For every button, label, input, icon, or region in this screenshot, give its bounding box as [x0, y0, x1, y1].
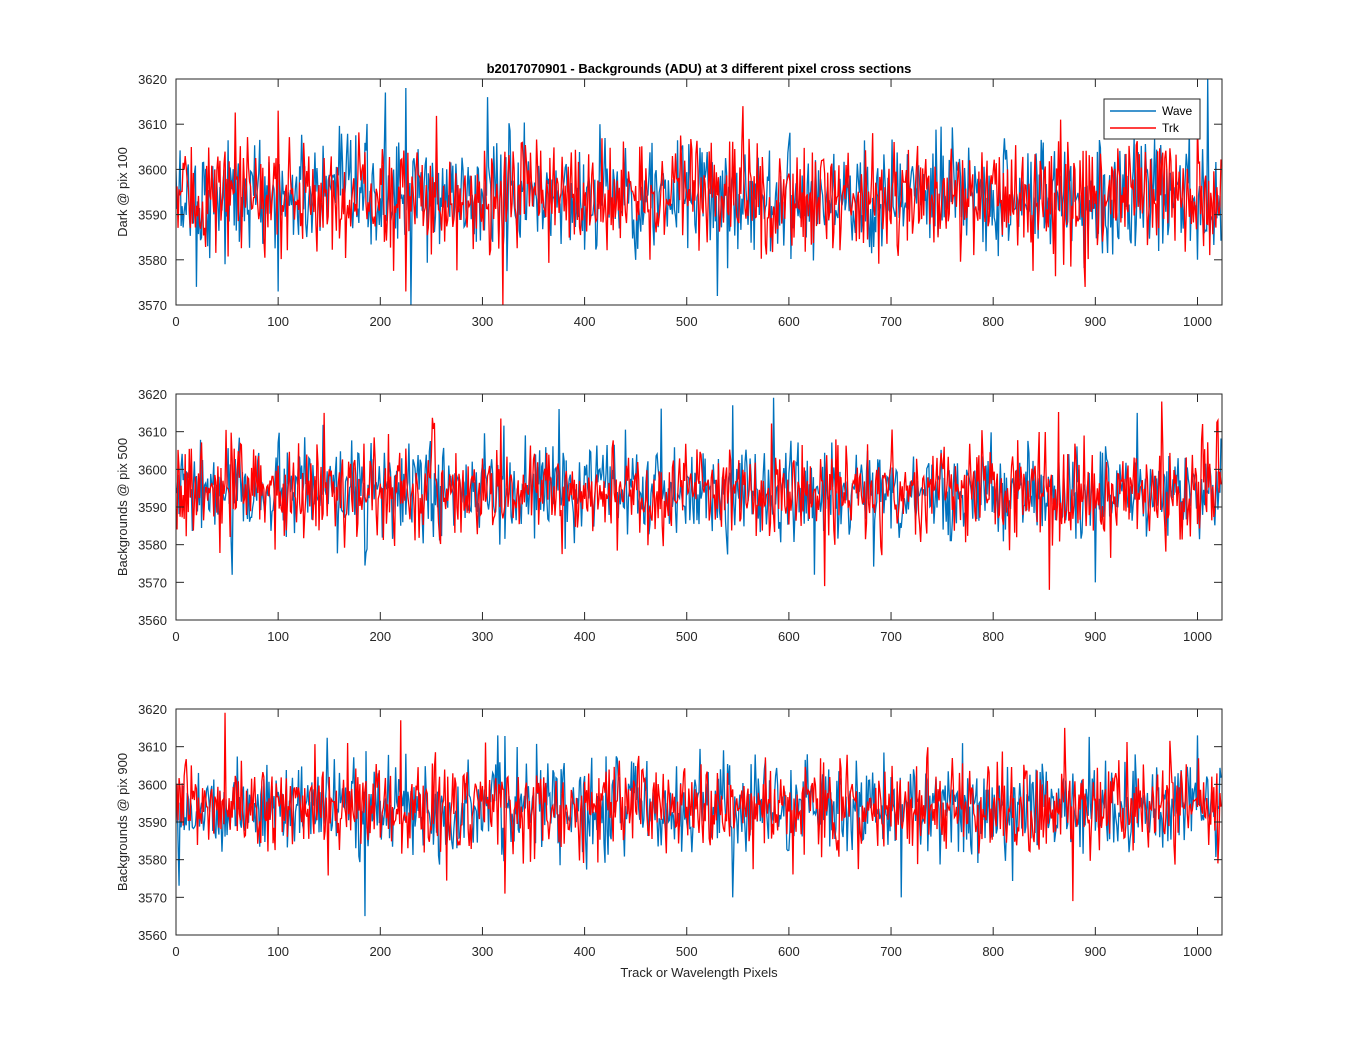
x-tick-label: 600: [778, 944, 800, 959]
panel-1: 0 100 200 300 400 500 600 700 800 900 1000 3570 3580…: [115, 72, 1223, 329]
x-tick-label: 600: [778, 629, 800, 644]
y-tick-label: 3590: [138, 500, 167, 515]
x-tick-label: 400: [574, 944, 596, 959]
x-tick-label: 400: [574, 629, 596, 644]
y-tick-label: 3580: [138, 253, 167, 268]
x-tick-label: 0: [172, 944, 179, 959]
y-tick-label: 3580: [138, 853, 167, 868]
series-line-trk: [176, 401, 1222, 590]
shared-x-axis-label: Track or Wavelength Pixels: [620, 965, 778, 980]
panel-2: 0 100 200 300 400 500 600 700 800 900 1000 3560 3570…: [115, 387, 1223, 644]
y-tick-label: 3620: [138, 702, 167, 717]
x-tick-label: 600: [778, 314, 800, 329]
y-tick-label: 3610: [138, 117, 167, 132]
series-line-wave: [176, 397, 1222, 583]
x-tick-label: 100: [267, 944, 289, 959]
x-tick-label: 100: [267, 629, 289, 644]
x-tick-label: 500: [676, 314, 698, 329]
y-tick-label: 3610: [138, 425, 167, 440]
x-tick-label: 300: [472, 314, 494, 329]
x-tick-label: 800: [982, 944, 1004, 959]
x-tick-label: 900: [1084, 314, 1106, 329]
y-axis-label: Backgrounds @ pix 500: [115, 438, 130, 576]
x-tick-label: 700: [880, 944, 902, 959]
y-axis-label: Backgrounds @ pix 900: [115, 753, 130, 891]
series-line-trk: [176, 106, 1222, 305]
y-tick-label: 3590: [138, 208, 167, 223]
y-tick-label: 3560: [138, 928, 167, 943]
x-tick-label: 400: [574, 314, 596, 329]
x-tick-label: 900: [1084, 629, 1106, 644]
x-tick-label: 200: [369, 629, 391, 644]
x-tick-label: 0: [172, 629, 179, 644]
y-tick-label: 3570: [138, 575, 167, 590]
y-tick-label: 3570: [138, 298, 167, 313]
x-tick-label: 200: [369, 314, 391, 329]
y-tick-label: 3620: [138, 387, 167, 402]
y-axis-label: Dark @ pix 100: [115, 147, 130, 237]
x-tick-label: 100: [267, 314, 289, 329]
axes-box: [175, 78, 1223, 306]
legend-box: [1103, 98, 1201, 140]
x-tick-label: 1000: [1183, 944, 1212, 959]
legend-label-wave: Wave: [1162, 104, 1193, 118]
y-tick-label: 3590: [138, 815, 167, 830]
x-tick-label: 700: [880, 314, 902, 329]
legend: Wave Trk: [1103, 98, 1201, 140]
x-tick-label: 300: [472, 629, 494, 644]
x-tick-label: 900: [1084, 944, 1106, 959]
x-tick-label: 0: [172, 314, 179, 329]
y-tick-label: 3620: [138, 72, 167, 87]
y-tick-label: 3570: [138, 890, 167, 905]
x-tick-label: 500: [676, 629, 698, 644]
x-tick-label: 700: [880, 629, 902, 644]
y-tick-label: 3600: [138, 462, 167, 477]
y-tick-label: 3580: [138, 538, 167, 553]
series-line-trk: [176, 712, 1222, 902]
legend-label-trk: Trk: [1162, 121, 1180, 135]
panel-3: 0 100 200 300 400 500 600 700 800 900 1000 3560 3570…: [115, 702, 1223, 959]
x-tick-label: 1000: [1183, 314, 1212, 329]
y-tick-label: 3600: [138, 162, 167, 177]
figure-title: b2017070901 - Backgrounds (ADU) at 3 dif…: [487, 61, 912, 76]
x-tick-label: 1000: [1183, 629, 1212, 644]
x-tick-label: 200: [369, 944, 391, 959]
y-tick-label: 3600: [138, 777, 167, 792]
x-tick-label: 800: [982, 629, 1004, 644]
x-tick-label: 800: [982, 314, 1004, 329]
y-tick-label: 3610: [138, 740, 167, 755]
x-tick-label: 500: [676, 944, 698, 959]
x-tick-label: 300: [472, 944, 494, 959]
y-tick-label: 3560: [138, 613, 167, 628]
